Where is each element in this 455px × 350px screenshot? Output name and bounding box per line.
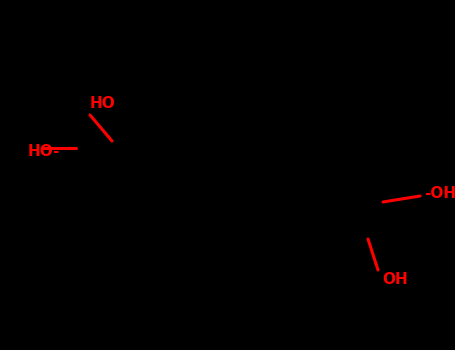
Text: HO: HO <box>90 96 116 111</box>
Text: -OH: -OH <box>424 187 455 202</box>
Text: HO-: HO- <box>28 145 61 160</box>
Text: OH: OH <box>382 272 408 287</box>
